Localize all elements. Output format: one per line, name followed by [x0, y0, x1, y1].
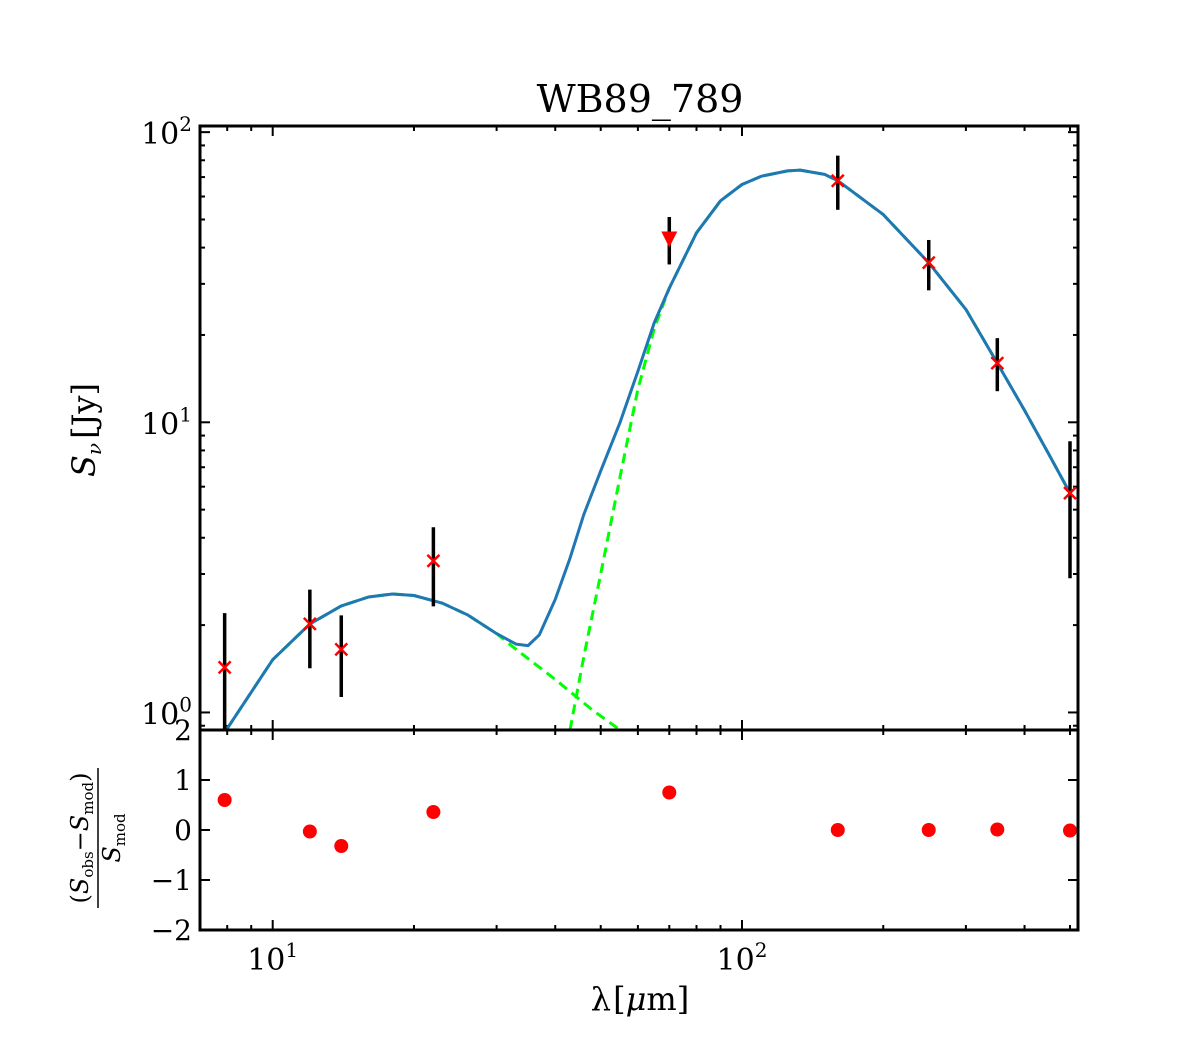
cold-component-line: [568, 168, 1072, 730]
observed-point: [426, 553, 441, 568]
residual-point: [990, 822, 1005, 837]
observed-point: [990, 356, 1005, 370]
observed-point: [921, 255, 936, 270]
residual-frame: [198, 728, 1080, 932]
svg-text:(Sobs−Smod): (Sobs−Smod): [66, 773, 97, 904]
residual-point: [830, 823, 845, 837]
residual-plot-area: [217, 785, 1078, 853]
svg-text:λ[μm]: λ[μm]: [591, 980, 689, 1018]
residual-ylabel: (Sobs−Smod) Smod: [66, 768, 129, 908]
residual-point: [921, 823, 936, 837]
residual-panel: −2 −1 0 1 2 101 102: [151, 714, 1080, 978]
observed-point: [830, 173, 845, 188]
x-tick-label: 101: [247, 938, 298, 978]
residual-tick-labels: −2 −1 0 1 2 101 102: [151, 714, 768, 978]
main-tick-labels: 100 101 102: [141, 112, 192, 732]
warm-component-line: [225, 592, 621, 730]
residual-point: [426, 805, 441, 819]
chart-title: WB89_789: [537, 77, 744, 122]
res-y-tick-label: −2: [151, 914, 192, 947]
y-tick-label: 102: [141, 112, 192, 152]
observed-point: [1063, 486, 1077, 501]
residual-point: [302, 824, 317, 839]
y-tick-label: 100: [141, 692, 192, 732]
residual-xlabel: λ[μm]: [591, 980, 689, 1018]
total-model-line: [225, 168, 1072, 730]
res-y-tick-label: 2: [174, 714, 192, 747]
x-tick-label: 102: [717, 938, 768, 978]
residual-point: [334, 839, 349, 853]
res-y-tick-label: 1: [174, 764, 192, 797]
svg-text:Smod: Smod: [98, 813, 129, 863]
residual-point: [1063, 823, 1078, 838]
svg-text:Sν[Jy]: Sν[Jy]: [65, 383, 106, 477]
main-ylabel: Sν[Jy]: [65, 383, 106, 477]
plot-clipped-group: [217, 155, 1077, 730]
main-panel: 100 101 102: [141, 112, 1080, 732]
res-y-tick-label: 0: [174, 814, 192, 847]
upper-limit-marker: [661, 231, 678, 248]
residual-ticks: [199, 729, 1078, 931]
observed-point: [302, 616, 317, 631]
observed-point: [217, 660, 232, 675]
res-y-tick-label: −1: [151, 864, 192, 897]
residual-point: [217, 793, 232, 807]
main-ticks: [199, 126, 1078, 730]
main-plot-area: [217, 155, 1077, 730]
main-frame: [198, 124, 1080, 732]
residual-point: [662, 785, 677, 800]
observed-point: [334, 642, 349, 657]
y-tick-label: 101: [141, 402, 192, 442]
